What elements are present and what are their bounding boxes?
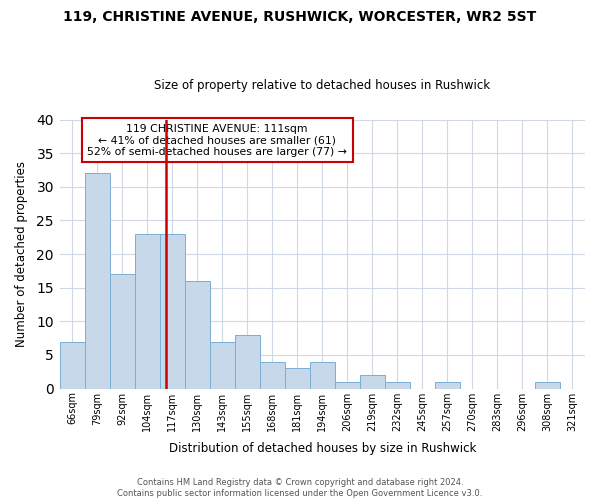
Bar bbox=[209, 342, 235, 388]
Text: 119 CHRISTINE AVENUE: 111sqm
← 41% of detached houses are smaller (61)
52% of se: 119 CHRISTINE AVENUE: 111sqm ← 41% of de… bbox=[87, 124, 347, 157]
Bar bbox=[535, 382, 560, 388]
Bar bbox=[235, 335, 260, 388]
Bar bbox=[335, 382, 360, 388]
Bar bbox=[160, 234, 185, 388]
Bar bbox=[310, 362, 335, 388]
Bar bbox=[285, 368, 310, 388]
Bar bbox=[59, 342, 85, 388]
Title: Size of property relative to detached houses in Rushwick: Size of property relative to detached ho… bbox=[154, 79, 490, 92]
X-axis label: Distribution of detached houses by size in Rushwick: Distribution of detached houses by size … bbox=[169, 442, 476, 455]
Bar bbox=[385, 382, 410, 388]
Bar bbox=[185, 281, 209, 388]
Y-axis label: Number of detached properties: Number of detached properties bbox=[15, 161, 28, 347]
Bar bbox=[110, 274, 134, 388]
Text: 119, CHRISTINE AVENUE, RUSHWICK, WORCESTER, WR2 5ST: 119, CHRISTINE AVENUE, RUSHWICK, WORCEST… bbox=[64, 10, 536, 24]
Bar bbox=[360, 375, 385, 388]
Bar bbox=[134, 234, 160, 388]
Bar bbox=[435, 382, 460, 388]
Text: Contains HM Land Registry data © Crown copyright and database right 2024.
Contai: Contains HM Land Registry data © Crown c… bbox=[118, 478, 482, 498]
Bar bbox=[260, 362, 285, 388]
Bar bbox=[85, 174, 110, 388]
